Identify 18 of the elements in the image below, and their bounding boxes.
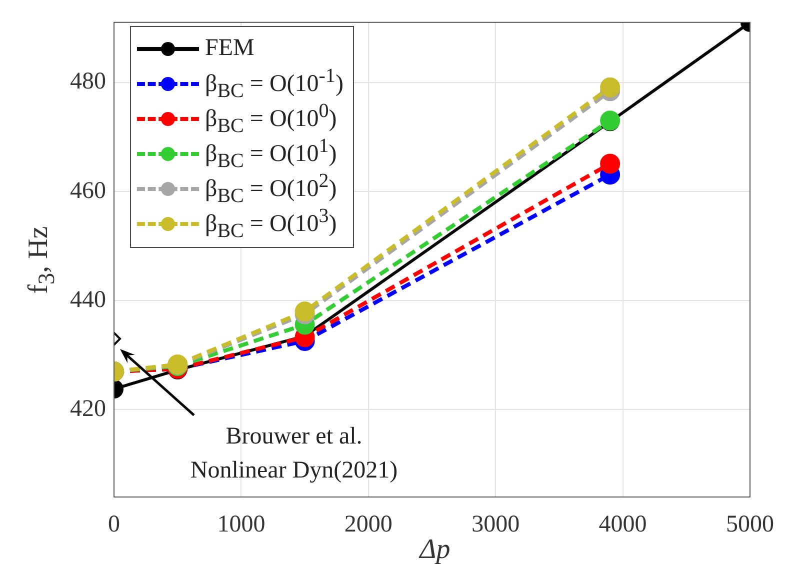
x-tick-label: 5000 [726, 512, 774, 538]
y-tick-label: 480 [70, 68, 106, 95]
x-tick-label: 2000 [344, 512, 392, 538]
y-tick-label: 440 [70, 286, 106, 313]
x-axis-title: Δp [420, 534, 450, 566]
legend-label: β$_{BC}$ = O(10$^{2}$) [205, 170, 337, 206]
legend-label: β$_{BC}$ = O(10$^{3}$) [205, 204, 337, 242]
x-tick-label: 3000 [472, 512, 520, 538]
x-tick-label: 1000 [217, 512, 266, 538]
legend-label: FEM [205, 35, 254, 62]
legend-label: β$_{BC}$ = O(10$^{0}$) [205, 100, 337, 136]
y-tick-label: 420 [70, 396, 106, 422]
x-tick-label: 0 [108, 512, 120, 538]
y-tick-label: 460 [70, 178, 106, 204]
legend-label: β$_{BC}$ = O(10$^{1}$) [205, 134, 337, 172]
x-tick-label: 4000 [598, 512, 647, 538]
legend-label: β$_{BC}$ = O(10$^{-1}$) [205, 64, 344, 102]
annotation: Brouwer et al. Nonlinear Dyn(2021) [190, 423, 398, 484]
